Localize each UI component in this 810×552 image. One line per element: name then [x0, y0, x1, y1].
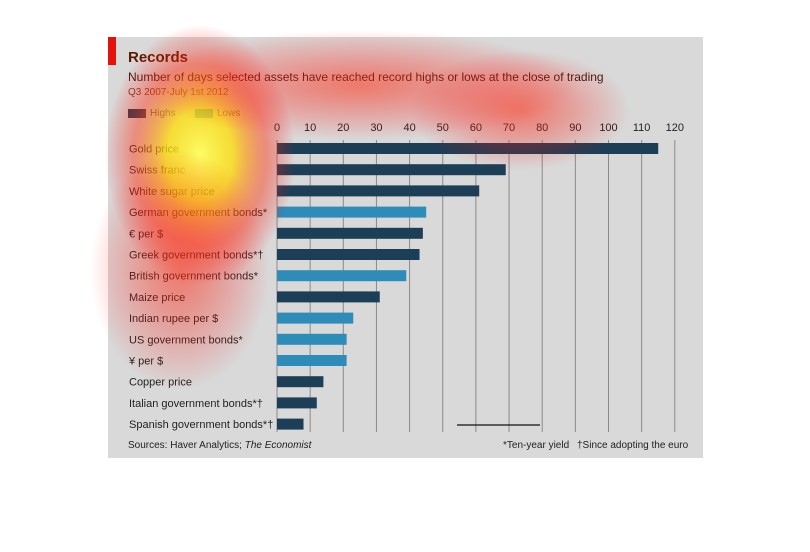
source-prefix: Sources: Haver Analytics;: [128, 440, 245, 451]
category-label: Copper price: [129, 377, 192, 389]
bar: [277, 376, 324, 388]
x-tick-label: 40: [403, 122, 415, 134]
bar: [277, 227, 423, 239]
bar: [277, 355, 347, 366]
category-label: Maize price: [129, 292, 185, 304]
x-tick-label: 60: [470, 122, 482, 134]
bar: [277, 164, 506, 176]
x-tick-label: 20: [337, 122, 349, 134]
bar: [277, 270, 407, 282]
x-tick-label: 30: [370, 122, 382, 134]
bar: [277, 143, 659, 154]
x-tick-label: 120: [666, 122, 684, 134]
category-label: German government bonds*: [129, 207, 268, 219]
bar: [277, 206, 427, 218]
x-tick-label: 50: [437, 122, 449, 134]
footnote-ten-year: *Ten-year yield: [503, 440, 570, 451]
category-label: White sugar price: [129, 186, 215, 198]
category-label: British government bonds*: [129, 271, 259, 283]
category-label: Greek government bonds*†: [129, 250, 264, 262]
category-label: ¥ per $: [128, 356, 163, 368]
category-label: Spanish government bonds*†: [129, 419, 273, 431]
bar: [277, 291, 380, 303]
x-tick-label: 110: [633, 122, 651, 134]
source-note: Sources: Haver Analytics; The Economist: [128, 440, 311, 451]
x-tick-label: 70: [503, 122, 515, 134]
category-label: US government bonds*: [129, 334, 243, 346]
bar: [277, 397, 317, 409]
x-tick-label: 80: [536, 122, 548, 134]
category-label: Italian government bonds*†: [129, 398, 263, 410]
bar: [277, 418, 304, 430]
x-tick-label: 90: [569, 122, 581, 134]
bar: [277, 312, 354, 324]
x-tick-label: 10: [304, 122, 316, 134]
footnote-euro: †Since adopting the euro: [577, 440, 689, 451]
category-label: Gold price: [129, 144, 179, 156]
category-label: Indian rupee per $: [129, 313, 218, 325]
bar: [277, 333, 347, 345]
bar: [277, 249, 420, 260]
bar: [277, 185, 480, 197]
x-tick-label: 0: [274, 122, 280, 134]
category-label: € per $: [129, 228, 163, 240]
category-label: Swiss franc: [129, 165, 186, 177]
source-publication: The Economist: [244, 440, 312, 451]
x-tick-label: 100: [599, 122, 617, 134]
